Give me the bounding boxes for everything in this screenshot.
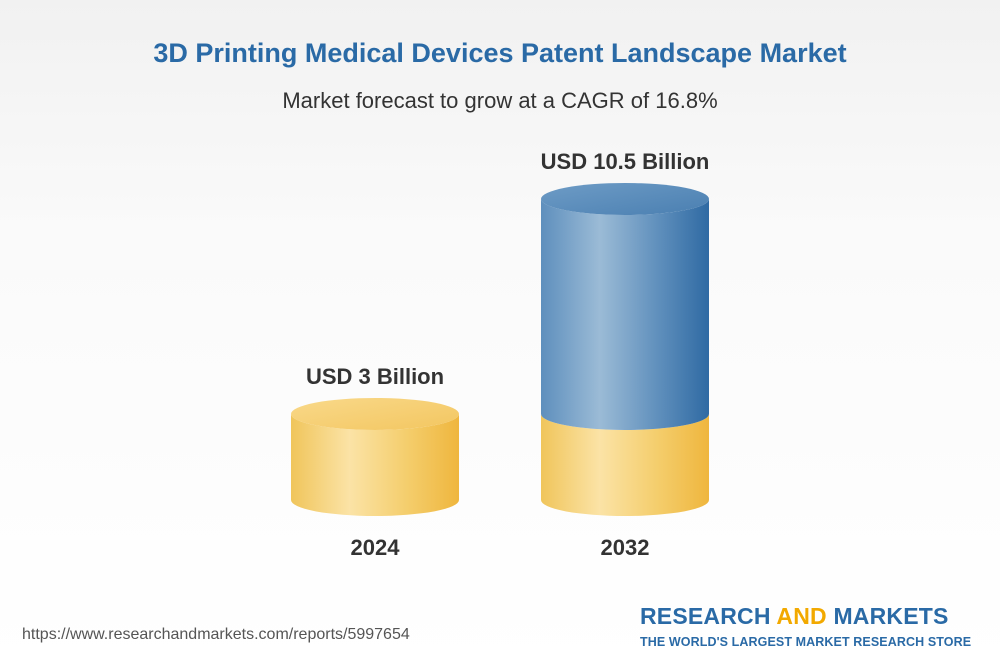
brand-markets: MARKETS	[826, 603, 949, 629]
bar-2032: USD 10.5 Billion 2032	[541, 149, 710, 560]
brand-research: RESEARCH	[640, 603, 777, 629]
bar-base-segment	[541, 413, 709, 516]
bar-top-cap	[541, 182, 709, 215]
brand-and: AND	[776, 603, 827, 629]
brand-logo: RESEARCH AND MARKETS	[640, 603, 949, 630]
bar-base-segment	[291, 413, 459, 516]
bar-top-cap	[291, 397, 459, 430]
brand-tagline: THE WORLD'S LARGEST MARKET RESEARCH STOR…	[640, 635, 972, 649]
category-label: 2032	[601, 535, 650, 560]
bar-2024: USD 3 Billion 2024	[291, 364, 459, 560]
value-label: USD 3 Billion	[306, 364, 444, 389]
bar-growth-segment	[541, 198, 709, 430]
chart-subtitle: Market forecast to grow at a CAGR of 16.…	[282, 88, 718, 113]
value-label: USD 10.5 Billion	[541, 149, 710, 174]
category-label: 2024	[351, 535, 401, 560]
chart-title: 3D Printing Medical Devices Patent Lands…	[153, 38, 847, 68]
source-url[interactable]: https://www.researchandmarkets.com/repor…	[22, 626, 410, 643]
